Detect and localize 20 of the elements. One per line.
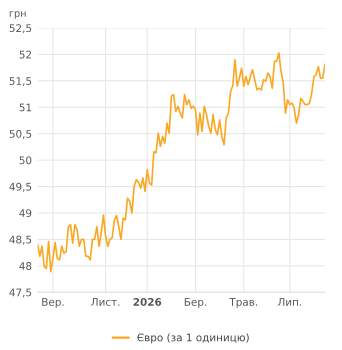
y-tick-label: 52,5 xyxy=(10,24,32,34)
y-tick-label: 49 xyxy=(19,209,32,218)
x-tick-label: Лист. xyxy=(91,298,120,306)
y-tick-label: 48 xyxy=(19,262,32,270)
y-tick-label: 48,5 xyxy=(9,236,32,245)
line-series xyxy=(38,52,325,272)
x-tick-label: Трав. xyxy=(229,298,258,308)
y-tick-label: 52 xyxy=(20,50,32,59)
x-tick-label: Вер. xyxy=(42,298,64,308)
legend-label: Євро (за 1 одиницю) xyxy=(137,333,249,344)
x-tick-label: Лип. xyxy=(278,298,302,306)
x-tick-label: Бер. xyxy=(184,298,206,308)
y-tick-label: 49,5 xyxy=(9,182,32,192)
y-tick-label: 51 xyxy=(20,104,32,112)
y-tick-label: 47,5 xyxy=(9,288,32,298)
x-tick-label: 2026 xyxy=(134,298,162,306)
y-tick-label: 51,5 xyxy=(10,77,32,86)
y-tick-label: 50 xyxy=(20,156,32,164)
y-axis-title: грн xyxy=(10,11,26,19)
y-tick-label: 50,5 xyxy=(10,130,32,139)
